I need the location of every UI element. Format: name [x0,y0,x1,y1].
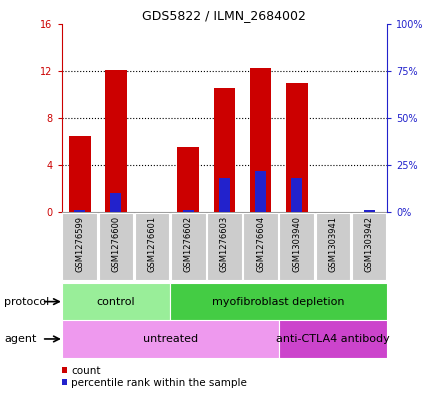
Title: GDS5822 / ILMN_2684002: GDS5822 / ILMN_2684002 [143,9,306,22]
Bar [250,68,271,212]
Bar [207,213,242,280]
Bar [286,83,308,212]
Bar [69,136,91,212]
Text: GSM1303941: GSM1303941 [328,216,337,272]
Bar [322,211,344,212]
Text: untreated: untreated [143,334,198,344]
Text: GSM1303942: GSM1303942 [365,216,374,272]
Bar [110,193,121,212]
Text: count: count [71,366,101,376]
Bar [279,320,387,358]
Bar [219,178,230,212]
Text: anti-CTLA4 antibody: anti-CTLA4 antibody [276,334,390,344]
Bar [213,88,235,212]
Bar [243,213,278,280]
Text: GSM1276601: GSM1276601 [147,216,157,272]
Text: myofibroblast depletion: myofibroblast depletion [213,297,345,307]
Bar [183,210,194,212]
Bar [352,213,386,280]
Bar [105,70,127,212]
Bar [170,283,387,320]
Bar [62,213,97,280]
Text: GSM1276604: GSM1276604 [256,216,265,272]
Bar [171,213,205,280]
Bar [291,178,302,212]
Bar [364,210,374,212]
Bar [255,171,266,212]
Text: protocol: protocol [4,297,50,307]
Bar [177,147,199,212]
Bar [74,210,85,212]
Bar [62,320,279,358]
Text: agent: agent [4,334,37,344]
Text: percentile rank within the sample: percentile rank within the sample [71,378,247,388]
Text: GSM1276603: GSM1276603 [220,216,229,272]
Bar [141,211,163,212]
Text: GSM1276600: GSM1276600 [111,216,121,272]
Bar [358,211,380,212]
Text: GSM1303940: GSM1303940 [292,216,301,272]
Bar [62,283,170,320]
Text: control: control [96,297,135,307]
Bar [315,213,350,280]
Bar [135,213,169,280]
Bar [99,213,133,280]
Text: GSM1276602: GSM1276602 [184,216,193,272]
Text: GSM1276599: GSM1276599 [75,216,84,272]
Bar [279,213,314,280]
